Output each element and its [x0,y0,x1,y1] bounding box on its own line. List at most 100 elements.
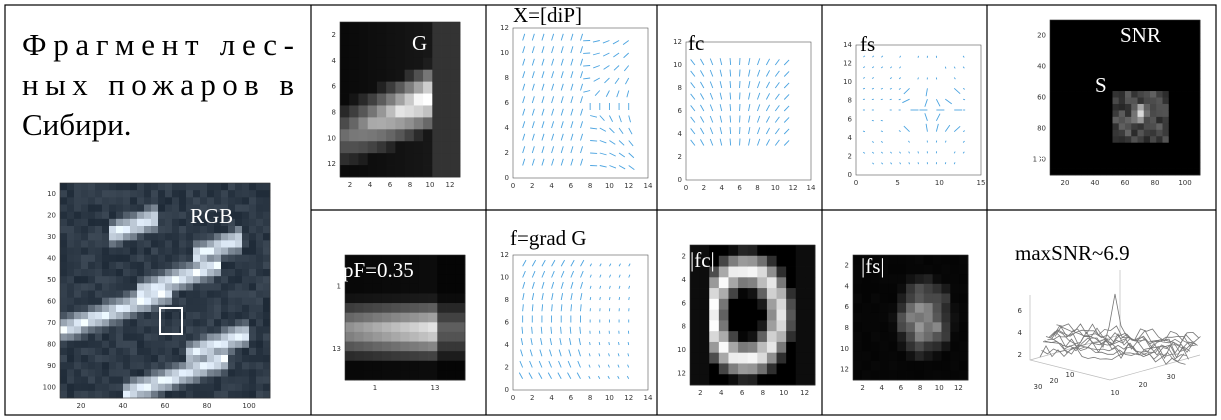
image-pixel [888,283,898,294]
image-pixel [1193,71,1201,79]
image-pixel [395,141,406,154]
image-pixel [1118,45,1126,53]
image-pixel [151,276,159,284]
image-pixel [428,341,438,352]
vector-arrow [551,71,555,79]
vector-arrow [541,71,545,79]
image-pixel [263,290,271,299]
image-pixel [158,340,166,349]
image-pixel [738,374,749,386]
image-pixel [747,266,758,278]
image-pixel [455,312,466,323]
image-pixel [137,340,145,349]
image-pixel [137,376,145,385]
image-pixel [109,240,117,248]
image-pixel [376,105,387,118]
image-pixel [432,129,442,142]
vector-arrow [560,293,564,301]
image-pixel [906,331,916,342]
image-pixel [158,376,166,385]
image-pixel [60,376,68,385]
image-pixel [116,355,124,363]
vector-arrow [570,259,575,267]
image-pixel [172,347,180,356]
image-pixel [1081,78,1088,85]
image-pixel [1100,20,1107,27]
image-pixel [1056,116,1063,124]
caption-line: Фрагмент лес- [22,27,294,62]
image-pixel [413,129,424,142]
y-tick-label: 2 [505,364,509,372]
image-pixel [757,266,768,278]
image-pixel [690,288,701,300]
image-pixel [923,283,934,294]
image-pixel [81,269,89,277]
image-pixel [1068,58,1076,66]
y-tick-label: 8 [682,323,686,331]
image-pixel [263,218,271,227]
image-pixel [381,293,392,304]
image-pixel [137,240,145,248]
image-pixel [1150,71,1157,79]
image-pixel [207,283,215,291]
image-pixel [747,352,758,364]
image-pixel [1062,84,1070,92]
image-pixel [400,293,411,304]
vector-arrow [719,81,723,89]
image-pixel [228,183,236,191]
image-pixel [404,45,415,59]
image-pixel [1087,39,1095,47]
image-pixel [207,290,215,299]
image-pixel [923,341,934,352]
image-pixel [906,274,916,285]
image-pixel [358,22,369,35]
vector-arrow [589,296,592,301]
image-pixel [1081,52,1088,60]
image-pixel [263,183,271,191]
image-pixel [870,283,880,294]
image-pixel [1087,58,1095,66]
image-pixel [81,390,89,399]
image-pixel [207,240,215,248]
y-tick-label: 4 [845,282,850,290]
image-pixel [1137,84,1145,92]
image-pixel [1131,97,1138,105]
image-pixel [1125,168,1132,176]
image-pixel [1112,123,1120,131]
image-pixel [130,247,138,256]
image-pixel [1050,162,1057,169]
image-pixel [786,320,797,332]
vector-arrow [551,33,555,41]
image-pixel [418,293,429,304]
image-pixel [786,288,797,300]
image-pixel [1075,162,1082,169]
image-pixel [932,312,942,323]
panel-label: X=[diP] [513,3,582,27]
vector-arrow [541,83,545,91]
image-pixel [165,333,173,342]
image-pixel [242,226,250,234]
image-pixel [455,303,466,314]
image-pixel [116,240,124,248]
y-tick-label: 40 [1037,63,1046,71]
image-pixel [1112,136,1120,144]
image-pixel [718,298,729,311]
image-pixel [795,245,806,257]
image-pixel [144,218,152,227]
image-pixel [1118,65,1126,73]
image-pixel [738,309,749,321]
vector-arrow [580,146,583,154]
vector-arrow [962,151,965,154]
image-pixel [349,45,359,59]
image-pixel [386,105,396,118]
vector-arrow [618,165,626,170]
image-pixel [1175,91,1182,98]
image-pixel [340,153,350,166]
vector-arrow [593,77,601,82]
image-pixel [861,264,872,275]
vector-arrow [700,70,705,77]
image-pixel [1143,65,1151,73]
vector-arrow [541,259,546,267]
vector-arrow [522,293,525,301]
image-pixel [1193,168,1201,176]
